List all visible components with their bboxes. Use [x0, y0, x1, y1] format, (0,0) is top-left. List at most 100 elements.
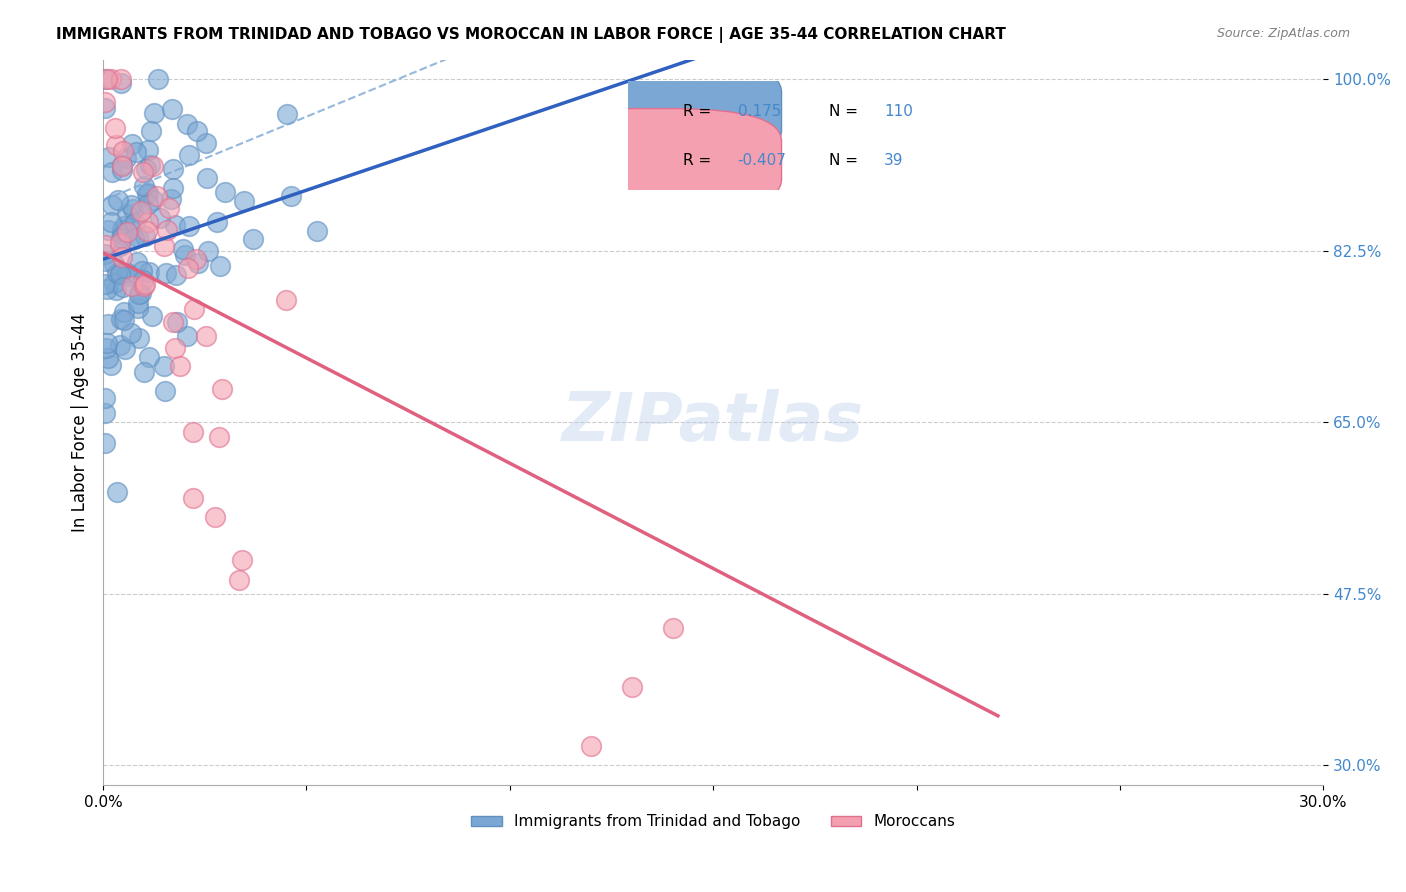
Immigrants from Trinidad and Tobago	[214, 186, 236, 200]
Moroccans	[129, 203, 152, 218]
Immigrants from Trinidad and Tobago	[136, 197, 159, 211]
Immigrants from Trinidad and Tobago	[110, 268, 132, 282]
Immigrants from Trinidad and Tobago	[186, 124, 208, 138]
Moroccans	[157, 202, 180, 216]
Moroccans	[153, 239, 176, 253]
Immigrants from Trinidad and Tobago	[110, 163, 132, 178]
Immigrants from Trinidad and Tobago	[143, 106, 166, 120]
Immigrants from Trinidad and Tobago	[115, 151, 138, 165]
Immigrants from Trinidad and Tobago	[108, 267, 131, 281]
Immigrants from Trinidad and Tobago	[103, 256, 125, 270]
Immigrants from Trinidad and Tobago	[159, 193, 181, 207]
Immigrants from Trinidad and Tobago	[110, 75, 132, 89]
Moroccans	[111, 144, 134, 158]
Immigrants from Trinidad and Tobago	[177, 148, 200, 162]
Immigrants from Trinidad and Tobago	[100, 358, 122, 372]
Moroccans	[208, 430, 231, 444]
Moroccans	[156, 223, 179, 237]
Immigrants from Trinidad and Tobago	[138, 350, 160, 364]
Immigrants from Trinidad and Tobago	[155, 266, 177, 280]
Immigrants from Trinidad and Tobago	[118, 269, 141, 284]
Immigrants from Trinidad and Tobago	[162, 161, 184, 176]
Immigrants from Trinidad and Tobago	[176, 117, 198, 131]
Moroccans	[100, 72, 122, 87]
Immigrants from Trinidad and Tobago	[129, 205, 152, 219]
Moroccans	[111, 159, 134, 173]
Immigrants from Trinidad and Tobago	[127, 301, 149, 315]
Immigrants from Trinidad and Tobago	[173, 248, 195, 262]
Immigrants from Trinidad and Tobago	[97, 351, 120, 366]
Immigrants from Trinidad and Tobago	[307, 224, 329, 238]
Immigrants from Trinidad and Tobago	[132, 365, 155, 379]
Immigrants from Trinidad and Tobago	[94, 436, 117, 450]
Moroccans	[104, 121, 127, 136]
Immigrants from Trinidad and Tobago	[128, 331, 150, 345]
Moroccans	[105, 137, 128, 152]
Immigrants from Trinidad and Tobago	[233, 194, 256, 209]
Moroccans	[231, 553, 253, 567]
Moroccans	[96, 72, 118, 87]
Moroccans	[183, 301, 205, 316]
Immigrants from Trinidad and Tobago	[101, 164, 124, 178]
Immigrants from Trinidad and Tobago	[125, 145, 148, 159]
Immigrants from Trinidad and Tobago	[138, 265, 160, 279]
Moroccans	[204, 510, 226, 524]
Moroccans	[121, 279, 143, 293]
Immigrants from Trinidad and Tobago	[166, 315, 188, 329]
Immigrants from Trinidad and Tobago	[94, 72, 117, 87]
Immigrants from Trinidad and Tobago	[108, 239, 131, 253]
Immigrants from Trinidad and Tobago	[162, 181, 184, 195]
Immigrants from Trinidad and Tobago	[136, 144, 159, 158]
Immigrants from Trinidad and Tobago	[111, 158, 134, 172]
Immigrants from Trinidad and Tobago	[110, 338, 132, 352]
Immigrants from Trinidad and Tobago	[132, 179, 155, 194]
Immigrants from Trinidad and Tobago	[129, 286, 152, 301]
Moroccans	[135, 224, 157, 238]
Immigrants from Trinidad and Tobago	[97, 317, 120, 331]
Immigrants from Trinidad and Tobago	[127, 229, 149, 244]
Immigrants from Trinidad and Tobago	[115, 266, 138, 280]
Immigrants from Trinidad and Tobago	[121, 326, 143, 340]
Immigrants from Trinidad and Tobago	[94, 406, 117, 420]
Immigrants from Trinidad and Tobago	[94, 247, 117, 261]
Immigrants from Trinidad and Tobago	[153, 359, 176, 373]
Immigrants from Trinidad and Tobago	[122, 202, 145, 216]
Moroccans	[274, 293, 297, 307]
Moroccans	[134, 277, 156, 292]
Moroccans	[146, 189, 169, 203]
Moroccans	[186, 252, 208, 266]
Immigrants from Trinidad and Tobago	[128, 287, 150, 301]
Immigrants from Trinidad and Tobago	[153, 384, 176, 398]
Immigrants from Trinidad and Tobago	[160, 102, 183, 116]
Immigrants from Trinidad and Tobago	[165, 268, 187, 282]
Immigrants from Trinidad and Tobago	[96, 336, 118, 351]
Immigrants from Trinidad and Tobago	[280, 189, 302, 203]
Legend: Immigrants from Trinidad and Tobago, Moroccans: Immigrants from Trinidad and Tobago, Mor…	[465, 808, 962, 836]
Immigrants from Trinidad and Tobago	[172, 242, 194, 256]
Immigrants from Trinidad and Tobago	[242, 232, 264, 246]
Immigrants from Trinidad and Tobago	[101, 198, 124, 212]
Immigrants from Trinidad and Tobago	[112, 279, 135, 293]
Moroccans	[132, 165, 155, 179]
Moroccans	[108, 236, 131, 251]
Immigrants from Trinidad and Tobago	[135, 187, 157, 202]
Immigrants from Trinidad and Tobago	[195, 171, 218, 186]
Moroccans	[162, 315, 184, 329]
Immigrants from Trinidad and Tobago	[165, 218, 187, 232]
Immigrants from Trinidad and Tobago	[125, 254, 148, 268]
Immigrants from Trinidad and Tobago	[194, 136, 217, 150]
Moroccans	[579, 739, 602, 753]
Moroccans	[94, 95, 117, 109]
Immigrants from Trinidad and Tobago	[117, 207, 139, 221]
Moroccans	[195, 329, 218, 343]
Immigrants from Trinidad and Tobago	[105, 485, 128, 500]
Moroccans	[110, 72, 132, 87]
Immigrants from Trinidad and Tobago	[111, 225, 134, 239]
Immigrants from Trinidad and Tobago	[124, 217, 146, 231]
Text: ZIPatlas: ZIPatlas	[562, 389, 865, 455]
Moroccans	[181, 491, 204, 505]
Moroccans	[169, 359, 191, 373]
Immigrants from Trinidad and Tobago	[131, 264, 153, 278]
Immigrants from Trinidad and Tobago	[276, 106, 298, 120]
Immigrants from Trinidad and Tobago	[132, 272, 155, 286]
